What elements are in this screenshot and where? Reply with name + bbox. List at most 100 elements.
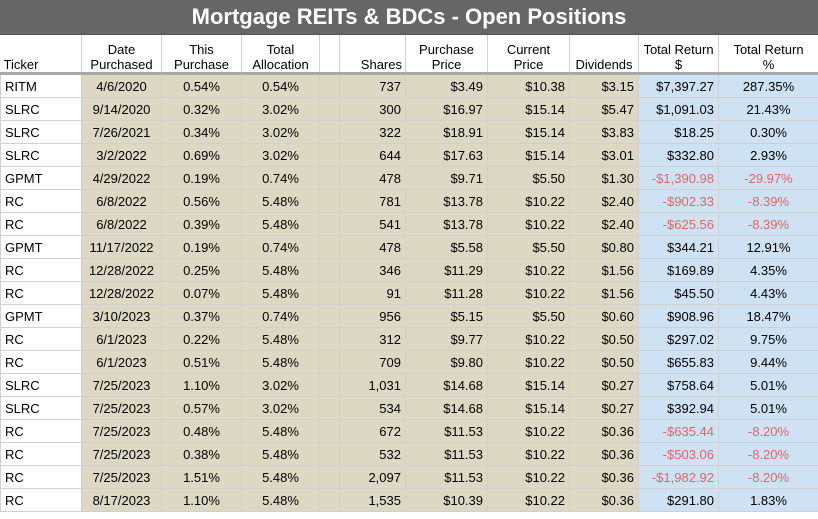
cell-total-return-pct[interactable]: 2.93%: [718, 143, 818, 167]
cell-total-return[interactable]: $332.80: [638, 143, 719, 167]
header-shares[interactable]: Shares: [339, 35, 406, 75]
header-total-allocation[interactable]: Total Allocation: [241, 35, 320, 75]
cell-total-allocation[interactable]: 3.02%: [241, 120, 320, 144]
cell-dividends[interactable]: $3.83: [569, 120, 639, 144]
cell-current-price[interactable]: $15.14: [487, 396, 570, 420]
cell-total-return-pct[interactable]: 5.01%: [718, 396, 818, 420]
cell-this-purchase[interactable]: 0.19%: [161, 235, 242, 259]
cell-shares[interactable]: 322: [339, 120, 406, 144]
cell-ticker[interactable]: GPMT: [0, 235, 82, 259]
cell-blank[interactable]: [319, 373, 340, 397]
cell-shares[interactable]: 1,031: [339, 373, 406, 397]
cell-ticker[interactable]: RC: [0, 327, 82, 351]
cell-purchase-price[interactable]: $17.63: [405, 143, 488, 167]
cell-date-purchased[interactable]: 4/6/2020: [81, 73, 162, 98]
cell-ticker[interactable]: RC: [0, 212, 82, 236]
cell-date-purchased[interactable]: 6/1/2023: [81, 350, 162, 374]
cell-total-allocation[interactable]: 3.02%: [241, 97, 320, 121]
cell-total-return[interactable]: -$625.56: [638, 212, 719, 236]
cell-blank[interactable]: [319, 281, 340, 305]
header-blank[interactable]: [319, 35, 340, 75]
cell-this-purchase[interactable]: 1.51%: [161, 465, 242, 489]
cell-dividends[interactable]: $1.30: [569, 166, 639, 190]
cell-purchase-price[interactable]: $9.71: [405, 166, 488, 190]
cell-this-purchase[interactable]: 0.34%: [161, 120, 242, 144]
cell-purchase-price[interactable]: $5.15: [405, 304, 488, 328]
cell-this-purchase[interactable]: 0.48%: [161, 419, 242, 443]
cell-current-price[interactable]: $10.22: [487, 350, 570, 374]
header-total-return-pct[interactable]: Total Return%: [718, 35, 818, 75]
cell-date-purchased[interactable]: 3/10/2023: [81, 304, 162, 328]
cell-dividends[interactable]: $3.15: [569, 73, 639, 98]
cell-purchase-price[interactable]: $13.78: [405, 189, 488, 213]
cell-shares[interactable]: 478: [339, 166, 406, 190]
cell-date-purchased[interactable]: 6/1/2023: [81, 327, 162, 351]
cell-purchase-price[interactable]: $18.91: [405, 120, 488, 144]
cell-this-purchase[interactable]: 0.19%: [161, 166, 242, 190]
cell-total-return-pct[interactable]: -8.20%: [718, 419, 818, 443]
cell-total-return-pct[interactable]: 9.44%: [718, 350, 818, 374]
cell-current-price[interactable]: $15.14: [487, 373, 570, 397]
cell-purchase-price[interactable]: $10.39: [405, 488, 488, 512]
cell-total-return[interactable]: $1,091.03: [638, 97, 719, 121]
cell-dividends[interactable]: $1.56: [569, 258, 639, 282]
cell-date-purchased[interactable]: 7/25/2023: [81, 465, 162, 489]
cell-shares[interactable]: 644: [339, 143, 406, 167]
cell-purchase-price[interactable]: $11.53: [405, 442, 488, 466]
cell-shares[interactable]: 781: [339, 189, 406, 213]
cell-total-allocation[interactable]: 0.74%: [241, 166, 320, 190]
cell-date-purchased[interactable]: 6/8/2022: [81, 212, 162, 236]
cell-ticker[interactable]: RC: [0, 419, 82, 443]
cell-current-price[interactable]: $10.22: [487, 212, 570, 236]
cell-date-purchased[interactable]: 11/17/2022: [81, 235, 162, 259]
cell-blank[interactable]: [319, 258, 340, 282]
cell-total-return[interactable]: $392.94: [638, 396, 719, 420]
cell-dividends[interactable]: $2.40: [569, 212, 639, 236]
cell-dividends[interactable]: $2.40: [569, 189, 639, 213]
cell-shares[interactable]: 541: [339, 212, 406, 236]
cell-dividends[interactable]: $5.47: [569, 97, 639, 121]
cell-this-purchase[interactable]: 0.69%: [161, 143, 242, 167]
cell-total-allocation[interactable]: 5.48%: [241, 281, 320, 305]
cell-blank[interactable]: [319, 304, 340, 328]
cell-current-price[interactable]: $10.22: [487, 281, 570, 305]
cell-purchase-price[interactable]: $11.53: [405, 419, 488, 443]
header-ticker[interactable]: Ticker: [0, 35, 82, 75]
cell-current-price[interactable]: $10.22: [487, 189, 570, 213]
cell-total-allocation[interactable]: 5.48%: [241, 488, 320, 512]
cell-shares[interactable]: 2,097: [339, 465, 406, 489]
cell-ticker[interactable]: RC: [0, 442, 82, 466]
cell-total-return-pct[interactable]: -8.39%: [718, 212, 818, 236]
cell-shares[interactable]: 737: [339, 73, 406, 98]
cell-total-return-pct[interactable]: 5.01%: [718, 373, 818, 397]
cell-purchase-price[interactable]: $13.78: [405, 212, 488, 236]
cell-purchase-price[interactable]: $11.53: [405, 465, 488, 489]
cell-shares[interactable]: 1,535: [339, 488, 406, 512]
cell-purchase-price[interactable]: $5.58: [405, 235, 488, 259]
cell-shares[interactable]: 534: [339, 396, 406, 420]
cell-date-purchased[interactable]: 9/14/2020: [81, 97, 162, 121]
cell-total-allocation[interactable]: 0.74%: [241, 235, 320, 259]
cell-total-allocation[interactable]: 5.48%: [241, 442, 320, 466]
cell-ticker[interactable]: SLRC: [0, 373, 82, 397]
cell-current-price[interactable]: $10.22: [487, 488, 570, 512]
cell-total-return-pct[interactable]: 1.83%: [718, 488, 818, 512]
cell-dividends[interactable]: $1.56: [569, 281, 639, 305]
cell-this-purchase[interactable]: 1.10%: [161, 488, 242, 512]
cell-blank[interactable]: [319, 212, 340, 236]
cell-current-price[interactable]: $10.22: [487, 465, 570, 489]
cell-total-allocation[interactable]: 3.02%: [241, 143, 320, 167]
cell-total-allocation[interactable]: 5.48%: [241, 465, 320, 489]
cell-blank[interactable]: [319, 350, 340, 374]
cell-blank[interactable]: [319, 166, 340, 190]
cell-purchase-price[interactable]: $11.28: [405, 281, 488, 305]
cell-shares[interactable]: 709: [339, 350, 406, 374]
cell-dividends[interactable]: $0.36: [569, 465, 639, 489]
cell-shares[interactable]: 478: [339, 235, 406, 259]
cell-purchase-price[interactable]: $9.77: [405, 327, 488, 351]
cell-shares[interactable]: 300: [339, 97, 406, 121]
cell-ticker[interactable]: SLRC: [0, 97, 82, 121]
cell-total-return-pct[interactable]: 4.35%: [718, 258, 818, 282]
cell-current-price[interactable]: $10.38: [487, 73, 570, 98]
cell-total-allocation[interactable]: 5.48%: [241, 327, 320, 351]
